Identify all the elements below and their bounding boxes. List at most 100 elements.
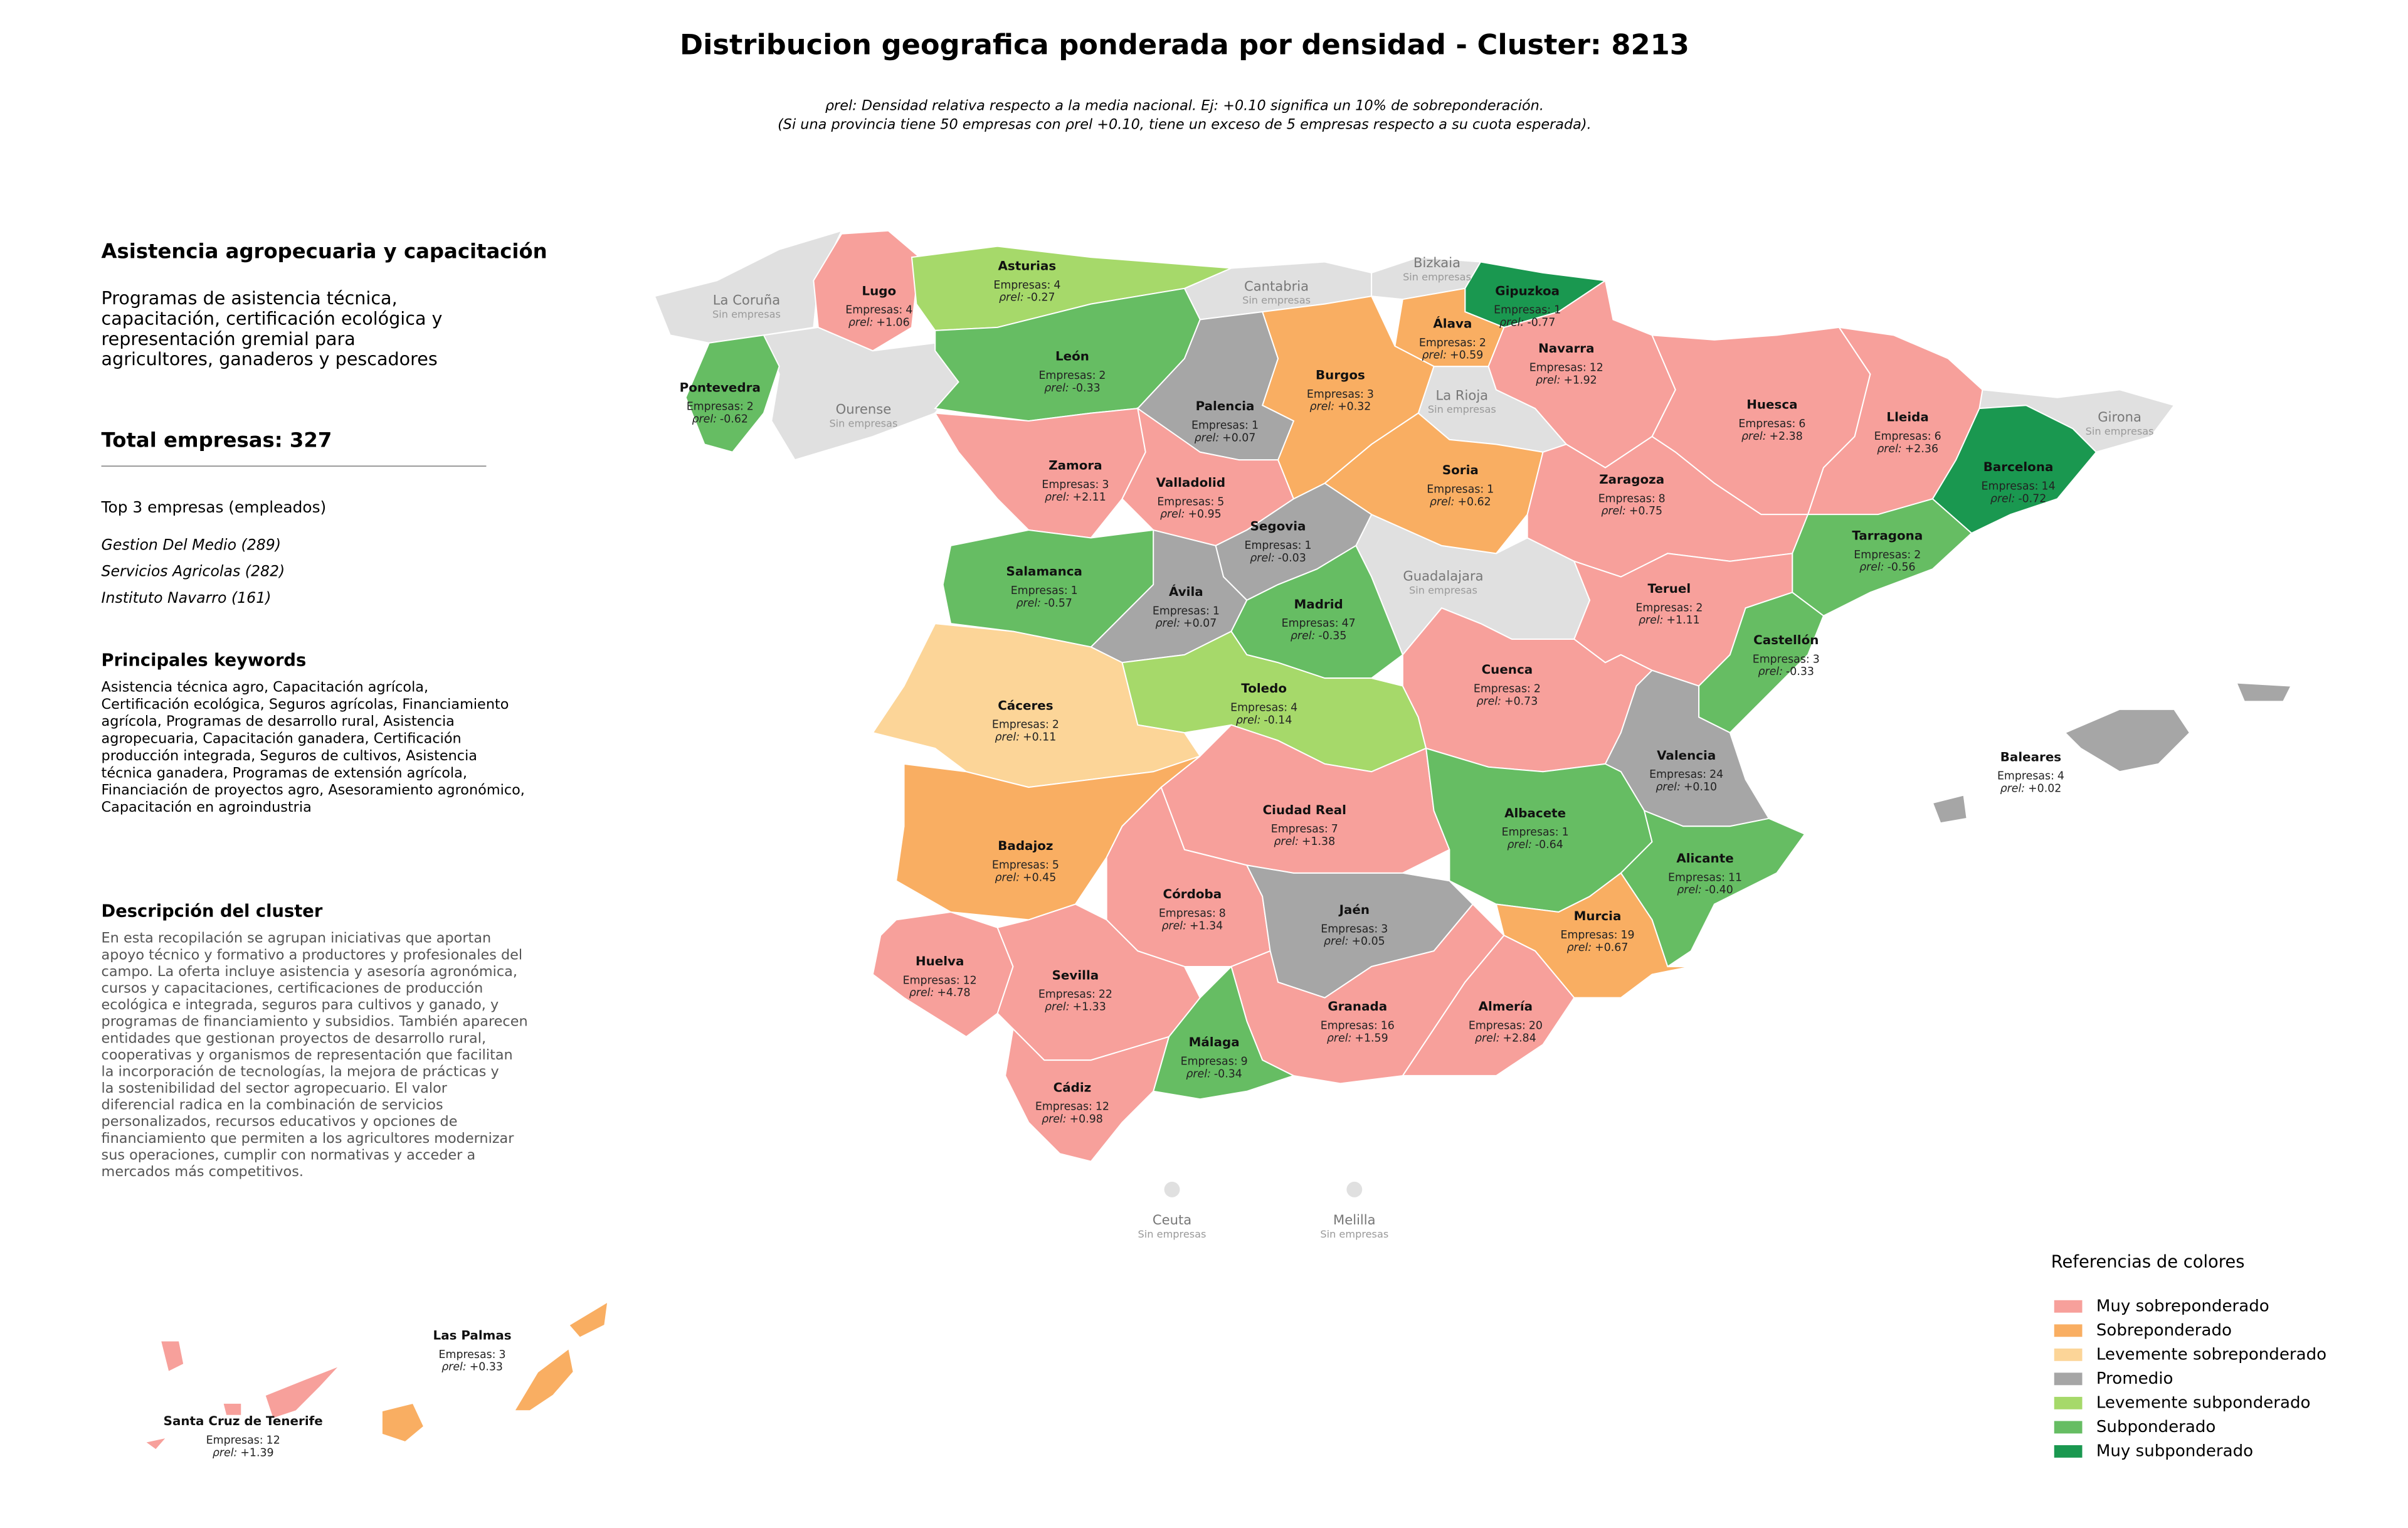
province-name: Almería (1479, 999, 1533, 1014)
empresas-prefix: Empresas: (1042, 479, 1099, 491)
empresas-value: 8 (1219, 907, 1226, 920)
empresas-prefix: Empresas: (1038, 989, 1096, 1001)
keywords-line: Capacitación en agroindustria (102, 799, 312, 815)
top-company: Gestion Del Medio (289) (102, 536, 282, 553)
rho-value: +1.34 (1190, 920, 1223, 932)
province-name: Castellón (1753, 633, 1819, 647)
province-name: Baleares (2000, 750, 2061, 764)
empresas-value: 2 (1052, 719, 1059, 731)
empresas-label: Empresas: 12 (1035, 1101, 1109, 1113)
rho-prefix: ρrel: (441, 1361, 467, 1374)
rho-prefix: ρrel: (995, 871, 1020, 884)
province-name: Ávila (1169, 585, 1203, 599)
rho-value: -0.03 (1278, 552, 1306, 565)
legend-label: Subponderado (2096, 1418, 2215, 1436)
empresas-value: 4 (2057, 770, 2064, 783)
province-name: Melilla (1333, 1212, 1376, 1228)
rho-value: +0.07 (1183, 617, 1217, 630)
rho-value: +0.07 (1222, 432, 1255, 444)
rho-label: ρrel: -0.40 (1677, 884, 1733, 896)
top-title: Top 3 empresas (empleados) (101, 498, 327, 516)
rho-prefix: ρrel: (1422, 349, 1447, 362)
province (1005, 1027, 1170, 1162)
keywords-line: Certificación ecológica, Seguros agrícol… (102, 696, 509, 713)
rho-value: +0.59 (1450, 349, 1483, 362)
province-name: Cáceres (998, 698, 1053, 713)
empresas-prefix: Empresas: (1738, 418, 1795, 430)
empresas-value: 11 (1728, 871, 1742, 884)
rho-label: ρrel: +1.39 (213, 1446, 274, 1459)
keywords-line: Asistencia técnica agro, Capacitación ag… (102, 679, 429, 696)
empresas-label: Empresas: 2 (992, 719, 1059, 731)
province-name: Huelva (916, 954, 964, 968)
empresas-prefix: Empresas: (1321, 923, 1378, 935)
rho-value: +1.11 (1666, 614, 1699, 627)
province-name: Cádiz (1054, 1080, 1092, 1095)
rho-value: +2.38 (1770, 430, 1803, 443)
description-line: En esta recopilación se agrupan iniciati… (102, 930, 492, 947)
empresas-prefix: Empresas: (1230, 701, 1287, 714)
empresas-prefix: Empresas: (1474, 683, 1531, 696)
no-data-label: Sin empresas (1138, 1228, 1207, 1240)
legend-label: Promedio (2096, 1369, 2173, 1388)
rho-value: +0.33 (470, 1361, 503, 1374)
empresas-prefix: Empresas: (1598, 492, 1656, 505)
no-data-label: Sin empresas (2086, 425, 2154, 437)
rho-value: +1.59 (1354, 1032, 1388, 1044)
legend-swatch (2054, 1300, 2083, 1313)
rho-label: ρrel: +0.07 (1195, 432, 1256, 444)
province-name: Córdoba (1163, 887, 1222, 901)
rho-prefix: ρrel: (1990, 492, 2015, 505)
empresas-value: 22 (1099, 989, 1112, 1001)
province-name: Bizkaia (1413, 255, 1460, 270)
empresas-prefix: Empresas: (1649, 768, 1706, 781)
subtitle: ρrel: Densidad relativa respecto a la me… (825, 98, 1544, 114)
empresas-label: Empresas: 7 (1271, 823, 1338, 836)
empresas-prefix: Empresas: (903, 974, 960, 987)
empresas-prefix: Empresas: (1321, 1019, 1378, 1032)
province-name: Albacete (1504, 806, 1566, 820)
rho-label: ρrel: +2.11 (1045, 491, 1106, 504)
rho-label: ρrel: +0.98 (1042, 1113, 1103, 1126)
province-name: Lugo (862, 284, 896, 298)
rho-label: ρrel: +0.05 (1324, 935, 1385, 948)
legend-swatch (2054, 1372, 2083, 1386)
empresas-label: Empresas: 2 (1474, 683, 1541, 696)
province (813, 230, 921, 352)
empresas-value: 2 (1534, 683, 1541, 696)
province-name: Valladolid (1156, 475, 1225, 490)
rho-value: -0.33 (1786, 666, 1814, 678)
rho-label: ρrel: -0.64 (1507, 839, 1563, 851)
map-canvas: Distribucion geografica ponderada por de… (101, 28, 2327, 1461)
empresas-value: 12 (1096, 1101, 1109, 1113)
empresas-label: Empresas: 12 (903, 974, 977, 987)
rho-value: +0.95 (1188, 508, 1221, 521)
rho-value: +0.05 (1351, 935, 1385, 948)
province-name: Málaga (1189, 1035, 1240, 1049)
rho-label: ρrel: +0.07 (1156, 617, 1217, 630)
empresas-label: Empresas: 14 (1982, 480, 2056, 492)
rho-prefix: ρrel: (1475, 1032, 1500, 1044)
rho-label: ρrel: +0.32 (1310, 401, 1371, 413)
province-name: La Rioja (1435, 387, 1488, 403)
rho-prefix: ρrel: (1601, 505, 1626, 517)
province-name: Toledo (1241, 681, 1287, 696)
empresas-prefix: Empresas: (1668, 871, 1725, 884)
province-name: Ourense (836, 401, 892, 417)
empresas-label: Empresas: 20 (1469, 1019, 1543, 1032)
province-name: Santa Cruz de Tenerife (164, 1414, 323, 1428)
rho-label: ρrel: +2.38 (1741, 430, 1803, 443)
rho-prefix: ρrel: (1291, 630, 1316, 642)
province-name: Granada (1328, 999, 1387, 1014)
description-line: entidades que gestionan proyectos de des… (102, 1030, 487, 1046)
empresas-label: Empresas: 6 (1738, 418, 1805, 430)
description-line: cooperativas y organismos de representac… (102, 1047, 513, 1063)
rho-prefix: ρrel: (1274, 836, 1299, 848)
panel-intro: agricultores, ganaderos y pescadores (102, 348, 438, 369)
no-data-label: Sin empresas (1242, 294, 1311, 306)
rho-value: +0.98 (1070, 1113, 1103, 1126)
province-name: León (1055, 349, 1089, 364)
empresas-prefix: Empresas: (1271, 823, 1328, 836)
province-name: Barcelona (1983, 460, 2054, 474)
